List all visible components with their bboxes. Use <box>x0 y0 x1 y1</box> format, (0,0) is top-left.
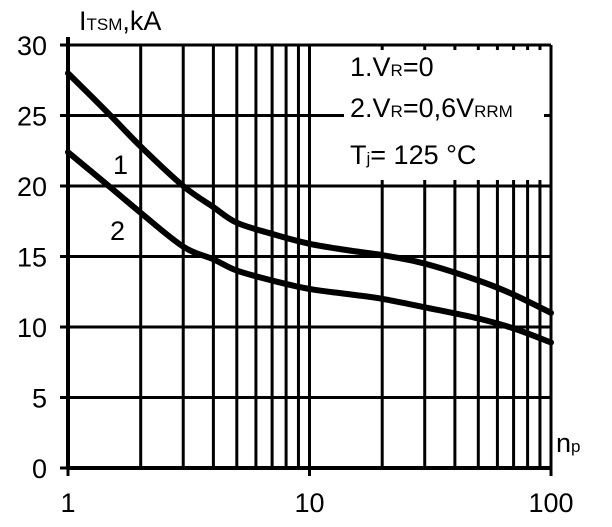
legend1-prefix: 1.V <box>350 52 391 82</box>
y-tick-label: 25 <box>17 102 47 132</box>
legend1-suffix: =0 <box>403 52 434 82</box>
series-line-1 <box>65 70 554 316</box>
x-tick-label: 10 <box>294 488 324 518</box>
legend2-sub: R <box>391 102 403 121</box>
y-axis-label: ITSM,kA <box>79 6 161 36</box>
y-tick-label: 30 <box>17 31 47 61</box>
y-tick-label: 0 <box>32 454 47 484</box>
ylabel-main: I <box>79 6 87 36</box>
curves <box>65 70 554 346</box>
legend-background <box>344 50 544 180</box>
curve-label-1: 1 <box>113 150 128 180</box>
y-tick-label: 10 <box>17 313 47 343</box>
ylabel-rest: ,kA <box>122 6 161 36</box>
x-axis-label: np <box>556 428 581 458</box>
y-tick-label: 5 <box>32 384 47 414</box>
legend2-sub2: RRM <box>474 102 513 121</box>
legend-line-3: Tj= 125 °C <box>350 140 476 170</box>
x-tick-label: 100 <box>528 488 573 518</box>
ylabel-sub: TSM <box>87 15 123 34</box>
legend3-suffix: = 125 °C <box>370 140 476 170</box>
legend2-prefix: 2.V <box>350 93 391 123</box>
xlabel-sub: p <box>571 437 580 456</box>
legend3-sub: j <box>366 149 371 168</box>
y-tick-label: 20 <box>17 172 47 202</box>
legend3-prefix: T <box>350 140 367 170</box>
y-tick-label: 15 <box>17 243 47 273</box>
legend1-sub: R <box>391 61 403 80</box>
series-line-2 <box>65 149 554 346</box>
legend-line-1: 1.VR=0 <box>350 52 434 82</box>
curve-label-2: 2 <box>110 216 125 246</box>
legend2-mid: =0,6V <box>403 93 474 123</box>
tick-labels: 0 5 10 15 20 25 30 1 10 100 <box>17 31 574 518</box>
x-tick-label: 1 <box>60 488 75 518</box>
legend-line-2: 2.VR=0,6VRRM <box>350 93 513 123</box>
xlabel-main: n <box>556 428 571 458</box>
